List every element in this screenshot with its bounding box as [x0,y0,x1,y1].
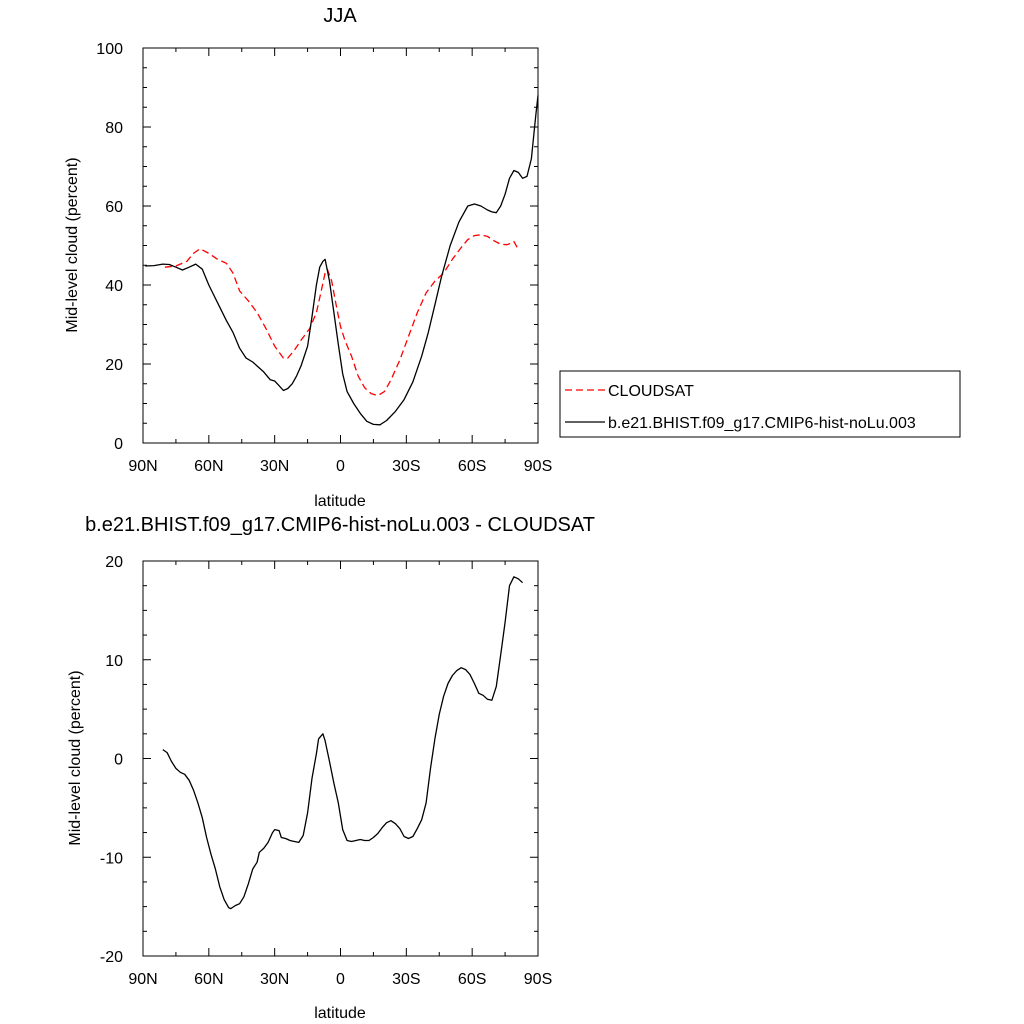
bottom-y-tick-label: 0 [114,752,123,769]
bottom-y-tick-label: 20 [105,554,123,571]
top-y-tick-label: 40 [105,278,123,295]
top-series-lines [145,95,539,426]
top-series-line-cloudsat [164,234,519,397]
top-y-tick-label: 0 [114,436,123,453]
top-x-tick-label: 30N [260,458,289,475]
legend-model-label: b.e21.BHIST.f09_g17.CMIP6-hist-noLu.003 [608,415,916,432]
top-y-axis-label: Mid-level cloud (percent) [64,157,81,332]
top-x-tick-label: 30S [392,458,420,475]
top-x-tick-label: 0 [336,458,345,475]
bottom-y-tick-label: -10 [100,850,123,867]
top-x-tick-label: 60N [194,458,223,475]
top-x-tick-label: 90N [128,458,157,475]
bottom-chart-panel: b.e21.BHIST.f09_g17.CMIP6-hist-noLu.003 … [67,514,595,1022]
top-y-tick-label: 20 [105,357,123,374]
bottom-x-tick-label: 90N [128,971,157,988]
bottom-x-tick-label: 60N [194,971,223,988]
top-x-tick-label: 90S [524,458,552,475]
top-x-tick-label: 60S [458,458,486,475]
bottom-series-lines [162,576,524,910]
legend-cloudsat-label: CLOUDSAT [608,383,694,400]
top-legend: CLOUDSAT b.e21.BHIST.f09_g17.CMIP6-hist-… [559,370,961,438]
bottom-axis-ticks [142,560,539,957]
bottom-y-tick-label: 10 [105,653,123,670]
bottom-x-tick-label: 90S [524,971,552,988]
bottom-x-tick-label: 30S [392,971,420,988]
top-chart-panel: JJA 90N 60N 30N 0 30S 60S 90S 0 20 40 60 80 100 lati… [64,5,961,510]
top-x-axis-label: latitude [314,493,366,510]
bottom-x-tick-label: 60S [458,971,486,988]
top-axis-tick-labels: 90N 60N 30N 0 30S 60S 90S 0 20 40 60 80 100 [96,41,552,475]
bottom-y-tick-label: -20 [100,949,123,966]
top-series-line-model [145,95,539,426]
top-axis-ticks [142,47,539,444]
bottom-x-tick-label: 30N [260,971,289,988]
top-y-tick-label: 100 [96,41,123,58]
top-y-tick-label: 60 [105,199,123,216]
top-chart-title: JJA [323,5,357,27]
bottom-series-line-model [162,576,524,910]
bottom-axis-tick-labels: 90N 60N 30N 0 30S 60S 90S -20 -10 0 10 20 [100,554,552,988]
bottom-x-tick-label: 0 [336,971,345,988]
bottom-chart-title: b.e21.BHIST.f09_g17.CMIP6-hist-noLu.003 … [85,514,595,536]
top-y-tick-label: 80 [105,120,123,137]
bottom-x-axis-label: latitude [314,1005,366,1022]
top-plot-frame [142,47,539,444]
legend-box [559,370,961,438]
bottom-plot-frame [142,560,539,957]
bottom-y-axis-label: Mid-level cloud (percent) [67,670,84,845]
